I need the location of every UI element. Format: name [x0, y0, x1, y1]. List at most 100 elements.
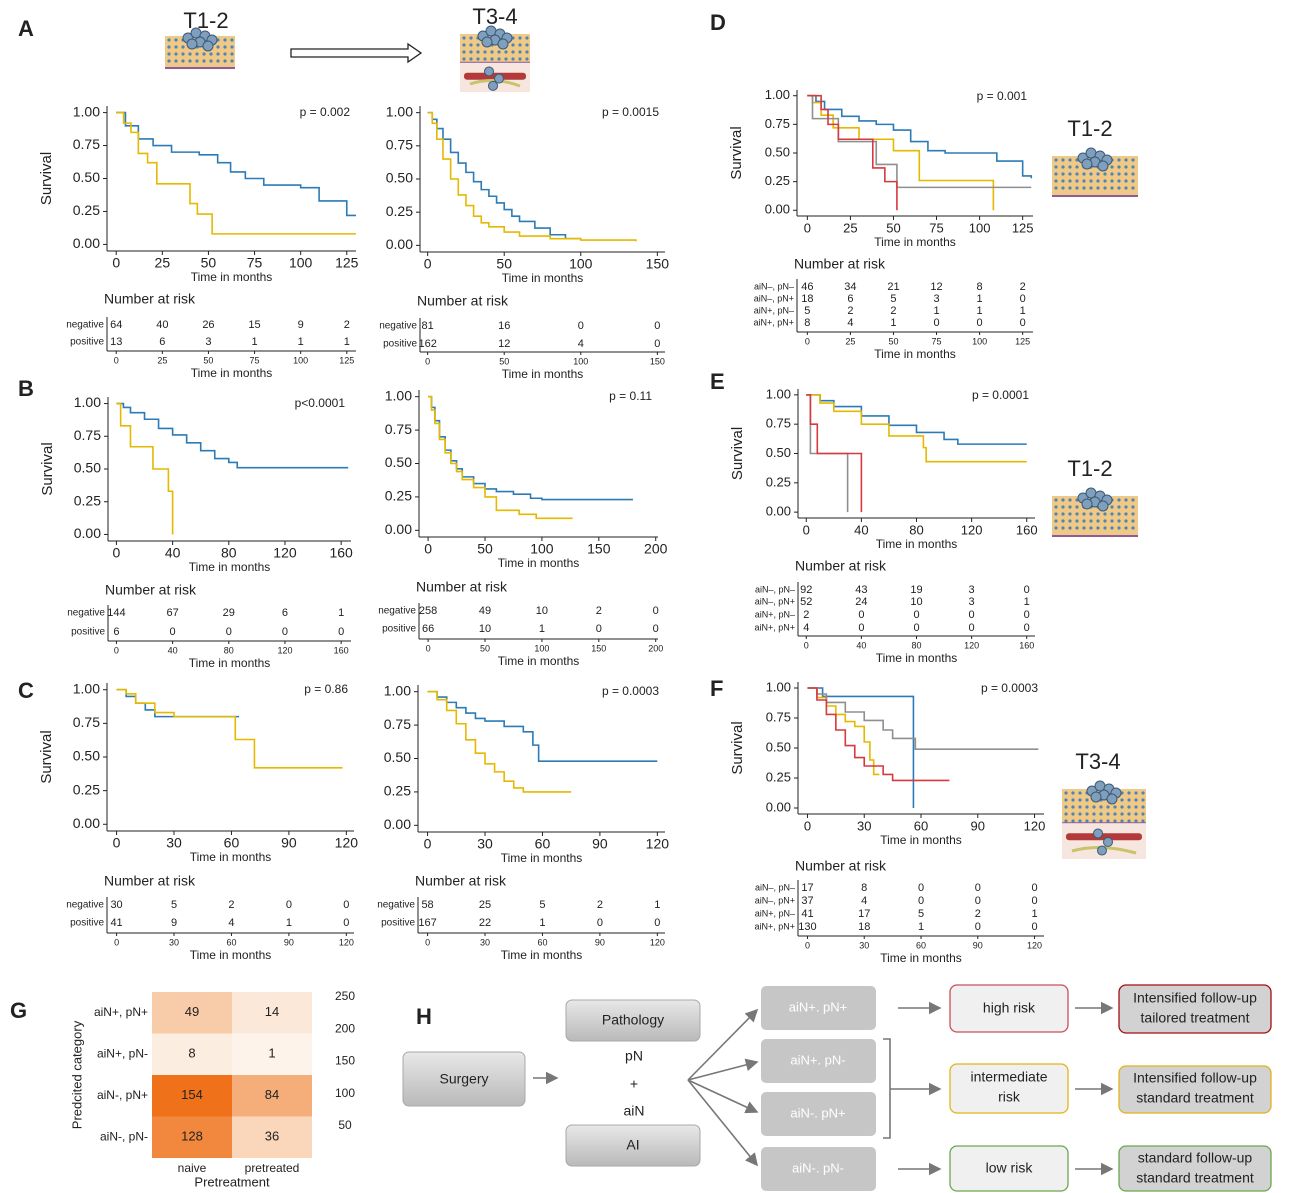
- risk-count: 6: [159, 336, 165, 348]
- cell: [1078, 805, 1081, 808]
- risk-row-label: aiN+, pN–: [755, 609, 795, 619]
- cell: [1085, 812, 1088, 815]
- survival-curve: [116, 113, 356, 216]
- risk-count: 16: [498, 320, 510, 332]
- cell: [1061, 512, 1064, 515]
- y-tick-label: 0.25: [385, 488, 412, 504]
- cell: [167, 59, 170, 62]
- cell: [483, 57, 486, 60]
- x-tick-label: 90: [971, 818, 985, 833]
- risk-count: 52: [800, 596, 812, 608]
- y-tick-label: 0.50: [385, 454, 412, 470]
- cell: [1064, 812, 1067, 815]
- risk-count: 0: [1024, 622, 1030, 634]
- cell: [1124, 512, 1127, 515]
- cell: [1141, 812, 1144, 815]
- risk-x-tick-label: 25: [845, 336, 855, 346]
- tumor-icon: [1062, 781, 1146, 859]
- risk-count: 21: [887, 281, 899, 293]
- risk-x-tick-label: 0: [114, 937, 119, 947]
- cell: [174, 45, 177, 48]
- risk-x-tick-label: 30: [169, 937, 179, 947]
- tumor-cell: [1095, 781, 1105, 791]
- x-tick-label: pretreated: [245, 1161, 300, 1175]
- y-tick-label: 1.00: [385, 387, 412, 403]
- x-tick-label: 150: [587, 541, 611, 557]
- y-tick-label: 0.25: [73, 202, 100, 218]
- cell: [1071, 805, 1074, 808]
- cell: [518, 57, 521, 60]
- risk-count: 1: [1031, 908, 1037, 920]
- risk-row-label: positive: [71, 627, 105, 638]
- risk-row-label: aiN–, pN+: [755, 895, 795, 905]
- cell: [1099, 812, 1102, 815]
- y-tick-label: 0.00: [74, 525, 101, 541]
- cell: [497, 57, 500, 60]
- risk-count: 0: [578, 320, 584, 332]
- cell: [1117, 519, 1120, 522]
- x-tick-label: naive: [178, 1161, 207, 1175]
- arrow: [688, 1080, 757, 1112]
- x-tick-label: 100: [569, 256, 593, 272]
- risk-count: 58: [421, 899, 433, 911]
- cell: [462, 43, 465, 46]
- risk-row-label: aiN+, pN–: [754, 305, 794, 315]
- tumor-cell: [485, 67, 494, 76]
- risk-row-label: aiN+, pN–: [755, 908, 795, 918]
- y-tick-label: 0.50: [74, 460, 101, 476]
- cell: [1106, 805, 1109, 808]
- risk-count: 5: [918, 908, 924, 920]
- x-tick-label: 30: [857, 818, 871, 833]
- cell: [497, 50, 500, 53]
- tumor-cell: [1082, 159, 1092, 169]
- cell: [525, 50, 528, 53]
- cell-label: 84: [265, 1087, 279, 1102]
- cell: [202, 52, 205, 55]
- cell: [1061, 186, 1064, 189]
- cell: [216, 52, 219, 55]
- cell: [174, 38, 177, 41]
- cell: [1075, 179, 1078, 182]
- y-tick-label: 0.25: [74, 492, 101, 508]
- cell: [1117, 179, 1120, 182]
- cell: [1134, 791, 1137, 794]
- y-tick-label: 0.00: [766, 504, 791, 519]
- risk-x-tick-label: 40: [856, 640, 866, 650]
- cell: [1068, 165, 1071, 168]
- y-axis-title: Survival: [39, 442, 56, 495]
- cell: [1110, 512, 1113, 515]
- risk-row-label: positive: [383, 339, 417, 350]
- risk-count: 0: [596, 623, 602, 635]
- risk-count: 0: [1031, 882, 1037, 894]
- risk-count: 8: [977, 281, 983, 293]
- panel-letter: G: [10, 998, 27, 1023]
- cell-label: 128: [181, 1129, 203, 1144]
- y-tick-label: 0.75: [73, 714, 100, 730]
- cell: [1068, 179, 1071, 182]
- cell: [476, 43, 479, 46]
- stage-label: T3-4: [1075, 749, 1120, 774]
- risk-count: 0: [975, 895, 981, 907]
- risk-count: 0: [338, 626, 344, 638]
- risk-count: 3: [933, 293, 939, 305]
- cell: [1117, 512, 1120, 515]
- cell: [1103, 186, 1106, 189]
- risk-count: 66: [422, 623, 434, 635]
- cell: [1124, 186, 1127, 189]
- cell: [1103, 519, 1106, 522]
- cell: [1117, 505, 1120, 508]
- x-tick-label: 25: [843, 220, 857, 235]
- risk-count: 17: [801, 882, 813, 894]
- risk-x-tick-label: 0: [425, 937, 430, 947]
- survival-curve: [116, 404, 172, 535]
- cell: [1068, 505, 1071, 508]
- cell: [1075, 186, 1078, 189]
- y-tick-label: 0.50: [766, 445, 791, 460]
- cell: [181, 59, 184, 62]
- cell: [1134, 805, 1137, 808]
- risk-count: 0: [933, 317, 939, 329]
- y-tick-label: 0.50: [765, 144, 790, 159]
- x-tick-label: 60: [535, 836, 551, 852]
- x-tick-label: 90: [281, 835, 297, 851]
- cell: [167, 52, 170, 55]
